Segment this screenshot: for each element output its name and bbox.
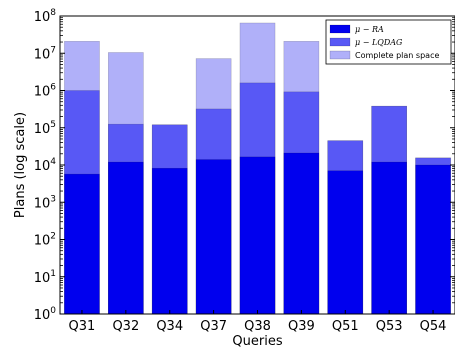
y-tick-label: 108 [34,8,57,25]
y-tick-label-base: 10 [34,122,51,137]
y-tick-label-base: 10 [34,10,51,25]
y-tick-label-base: 10 [34,47,51,62]
y-tick-label-exp: 5 [50,120,56,130]
y-tick-label-exp: 4 [50,157,56,167]
y-tick-label-exp: 1 [50,269,56,279]
bar-q37-series-0 [195,159,232,315]
y-tick-label: 100 [34,306,57,323]
bar-q53-series-0 [371,161,407,315]
y-tick-label-exp: 2 [50,232,56,242]
legend: μ − RA μ − LQDAG Complete plan space [325,19,452,65]
x-tick-label-q39: Q39 [288,319,315,334]
x-tick-label-q31: Q31 [69,319,96,334]
y-tick-label-exp: 6 [50,83,56,93]
y-tick-label-base: 10 [34,234,51,249]
legend-label-0: μ − RA [355,25,384,34]
y-tick-label-base: 10 [34,271,51,286]
x-tick-label-q54: Q54 [420,319,447,334]
y-tick-label-exp: 8 [50,8,56,18]
y-axis-title: Plans (log scale) [13,112,28,218]
legend-swatch-1 [329,37,351,47]
y-tick-label-base: 10 [34,196,51,211]
y-tick-label-base: 10 [34,159,51,174]
x-axis: Q31 Q32 Q34 Q37 Q38 Q39 Q51 Q53 Q54 [69,310,447,334]
bar-q38-series-0 [239,156,276,315]
y-tick-label-base: 10 [34,308,51,323]
bar-q51-series-0 [327,170,364,315]
y-tick-label: 101 [34,269,56,286]
x-tick-label-q34: Q34 [156,319,183,334]
x-tick-label-q51: Q51 [332,319,359,334]
x-tick-label-q32: Q32 [112,319,139,334]
y-tick-label: 102 [34,232,56,249]
y-tick-label-exp: 7 [50,45,56,55]
y-tick-label: 106 [34,83,57,100]
bar-q34-series-0 [151,167,188,315]
legend-swatch-0 [329,24,351,34]
bar-q32-series-0 [108,161,144,315]
y-tick-label: 104 [34,157,57,174]
legend-label-1: μ − LQDAG [355,38,403,47]
legend-swatch-2 [329,50,351,60]
x-tick-label-q38: Q38 [244,319,271,334]
x-axis-title: Queries [232,334,282,348]
bar-q31-series-0 [64,173,100,315]
x-tick-label-q37: Q37 [200,319,227,334]
y-tick-label-exp: 0 [50,306,56,316]
y-tick-label: 107 [34,45,56,62]
bars-layer [64,22,451,315]
y-tick-label: 103 [34,194,56,211]
y-tick-label: 105 [34,120,56,137]
bar-q39-series-0 [283,152,320,315]
y-tick-label-base: 10 [34,85,51,100]
legend-label-2: Complete plan space [355,51,439,60]
bar-q54-series-0 [415,164,451,315]
y-tick-label-exp: 3 [50,194,56,204]
x-tick-label-q53: Q53 [376,319,403,334]
